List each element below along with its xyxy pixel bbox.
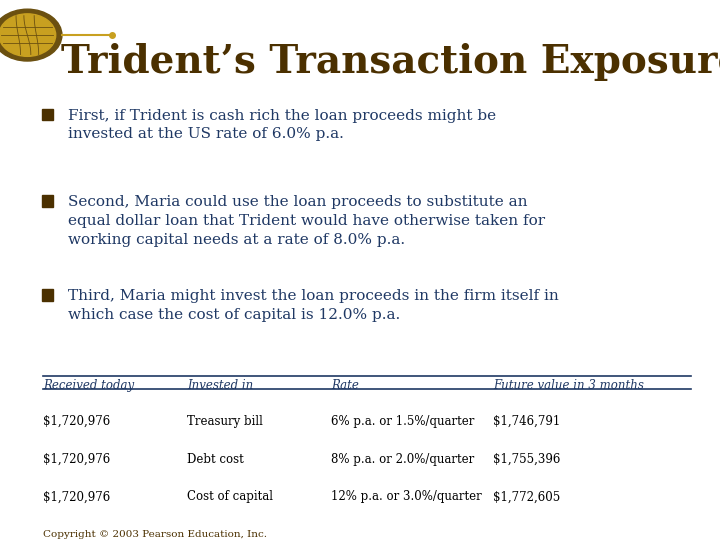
FancyBboxPatch shape — [42, 109, 53, 120]
Text: $1,772,605: $1,772,605 — [493, 490, 560, 503]
Text: $1,720,976: $1,720,976 — [43, 415, 110, 428]
Circle shape — [0, 9, 62, 61]
Text: Cost of capital: Cost of capital — [187, 490, 273, 503]
Text: $1,720,976: $1,720,976 — [43, 453, 110, 465]
FancyBboxPatch shape — [42, 195, 53, 207]
Text: $1,720,976: $1,720,976 — [43, 490, 110, 503]
Text: 8% p.a. or 2.0%/quarter: 8% p.a. or 2.0%/quarter — [331, 453, 474, 465]
Text: Third, Maria might invest the loan proceeds in the firm itself in
which case the: Third, Maria might invest the loan proce… — [68, 289, 559, 322]
Text: First, if Trident is cash rich the loan proceeds might be
invested at the US rat: First, if Trident is cash rich the loan … — [68, 109, 497, 141]
Text: 6% p.a. or 1.5%/quarter: 6% p.a. or 1.5%/quarter — [331, 415, 474, 428]
Text: Copyright © 2003 Pearson Education, Inc.: Copyright © 2003 Pearson Education, Inc. — [43, 530, 267, 539]
FancyBboxPatch shape — [42, 289, 53, 301]
Text: Rate: Rate — [331, 379, 359, 392]
Text: Second, Maria could use the loan proceeds to substitute an
equal dollar loan tha: Second, Maria could use the loan proceed… — [68, 195, 546, 247]
Text: Received today: Received today — [43, 379, 135, 392]
Text: Future value in 3 months: Future value in 3 months — [493, 379, 644, 392]
Text: 12% p.a. or 3.0%/quarter: 12% p.a. or 3.0%/quarter — [331, 490, 482, 503]
Text: Trident’s Transaction Exposure: Trident’s Transaction Exposure — [61, 43, 720, 81]
Circle shape — [0, 14, 55, 56]
Text: $1,755,396: $1,755,396 — [493, 453, 561, 465]
Text: $1,746,791: $1,746,791 — [493, 415, 560, 428]
Text: Invested in: Invested in — [187, 379, 253, 392]
Text: Treasury bill: Treasury bill — [187, 415, 263, 428]
Text: Debt cost: Debt cost — [187, 453, 244, 465]
